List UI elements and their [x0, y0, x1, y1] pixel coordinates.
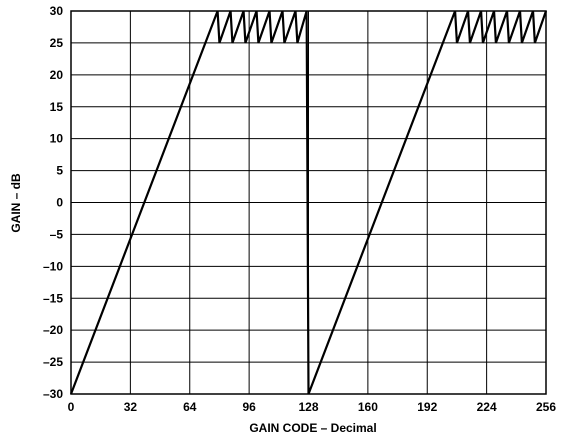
gain-series-line [69, 10, 548, 395]
y-axis-title: GAIN – dB [9, 173, 23, 233]
plot-frame [70, 10, 547, 395]
x-tick-label: 32 [124, 400, 138, 414]
y-tick-label: 25 [50, 36, 64, 50]
x-tick-label: 96 [242, 400, 256, 414]
y-axis-ticks: 30 25 20 15 10 5 0 –5 –10 –15 –20 –25 –30 [43, 4, 63, 401]
y-tick-label: –30 [43, 387, 63, 401]
y-tick-label: 30 [50, 4, 64, 18]
y-tick-label: 5 [56, 164, 63, 178]
y-tick-label: 0 [56, 196, 63, 210]
x-tick-label: 128 [298, 400, 318, 414]
x-tick-label: 0 [68, 400, 75, 414]
y-tick-label: –15 [43, 291, 63, 305]
y-tick-label: 10 [50, 132, 64, 146]
y-tick-label: –5 [50, 227, 64, 241]
x-axis-title: GAIN CODE – Decimal [249, 421, 376, 435]
x-tick-label: 160 [358, 400, 378, 414]
y-tick-label: –10 [43, 259, 63, 273]
y-tick-label: –20 [43, 323, 63, 337]
y-tick-label: –25 [43, 355, 63, 369]
gain-trace [69, 10, 548, 395]
y-tick-label: 20 [50, 68, 64, 82]
y-tick-label: 15 [50, 100, 64, 114]
x-tick-label: 256 [536, 400, 556, 414]
x-tick-label: 64 [183, 400, 197, 414]
x-tick-label: 224 [477, 400, 497, 414]
x-tick-label: 192 [417, 400, 437, 414]
x-axis-ticks: 0 32 64 96 128 160 192 224 256 [68, 400, 557, 414]
